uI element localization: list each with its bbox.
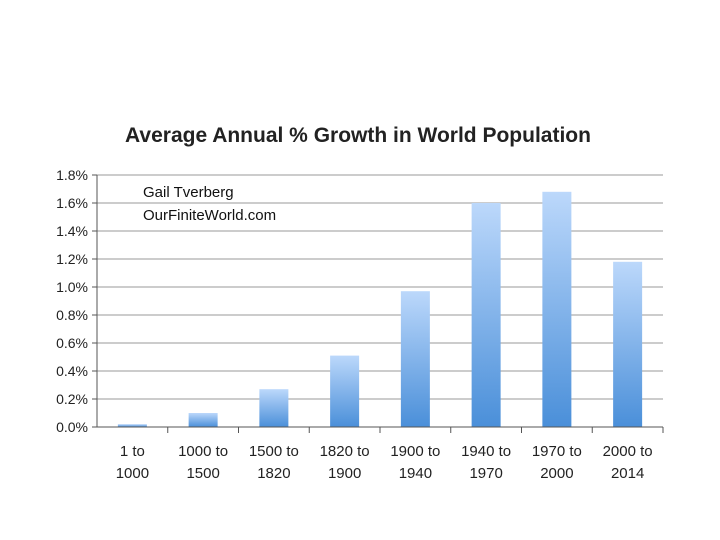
bar bbox=[542, 191, 572, 427]
y-tick-label: 1.4% bbox=[56, 223, 88, 239]
y-tick-label: 0.0% bbox=[56, 419, 88, 435]
bar bbox=[117, 424, 147, 427]
x-tick-label: 1000 to bbox=[178, 443, 228, 460]
bar bbox=[259, 389, 289, 427]
x-tick-label: 1900 to bbox=[390, 443, 440, 460]
x-tick-label: 1500 to bbox=[249, 443, 299, 460]
x-tick-label: 2000 to bbox=[603, 443, 653, 460]
y-tick-label: 1.8% bbox=[56, 167, 88, 183]
x-tick-label: 1820 to bbox=[320, 443, 370, 460]
bar bbox=[400, 291, 430, 427]
y-tick-label: 0.4% bbox=[56, 363, 88, 379]
y-tick-label: 0.8% bbox=[56, 307, 88, 323]
x-tick-label: 1000 bbox=[116, 465, 149, 482]
y-tick-label: 0.6% bbox=[56, 335, 88, 351]
x-tick-label: 1940 bbox=[399, 465, 432, 482]
y-tick-label: 1.0% bbox=[56, 279, 88, 295]
bar bbox=[471, 203, 501, 427]
bar bbox=[330, 355, 360, 427]
x-tick-label: 1940 to bbox=[461, 443, 511, 460]
y-tick-label: 0.2% bbox=[56, 391, 88, 407]
x-tick-label: 1 to bbox=[120, 443, 145, 460]
x-tick-label: 1970 bbox=[469, 465, 502, 482]
bar bbox=[188, 413, 218, 427]
x-tick-label: 1500 bbox=[186, 465, 219, 482]
bars bbox=[117, 191, 643, 427]
bar bbox=[613, 261, 643, 427]
y-tick-labels: 0.0% 0.2% 0.4% 0.6% 0.8% 1.0% 1.2% 1.4% 1.6% 1.8% bbox=[56, 167, 88, 435]
author-annotation: Gail Tverberg bbox=[143, 184, 234, 201]
website-annotation: OurFiniteWorld.com bbox=[143, 207, 276, 224]
x-tick-labels: 1 to 1000 1000 to 1500 1500 to 1820 1820 to 190… bbox=[116, 443, 653, 482]
x-tick-label: 2000 bbox=[540, 465, 573, 482]
chart-title: Average Annual % Growth in World Populat… bbox=[125, 124, 591, 147]
y-tick-label: 1.6% bbox=[56, 195, 88, 211]
x-tick-label: 2014 bbox=[611, 465, 644, 482]
y-tick-label: 1.2% bbox=[56, 251, 88, 267]
axes bbox=[96, 175, 664, 433]
x-tick-label: 1970 to bbox=[532, 443, 582, 460]
x-tick-label: 1820 bbox=[257, 465, 290, 482]
x-tick-label: 1900 bbox=[328, 465, 361, 482]
